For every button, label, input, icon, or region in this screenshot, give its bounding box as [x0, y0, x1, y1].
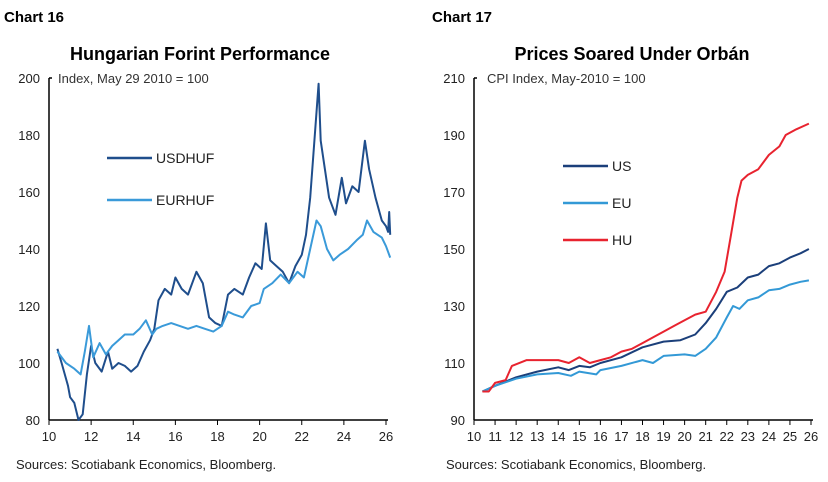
y-tick-label: 130: [443, 299, 465, 314]
chart-16: Chart 16 Hungarian Forint Performance In…: [4, 9, 393, 472]
x-tick-label: 13: [530, 429, 544, 444]
x-tick-label: 20: [252, 429, 266, 444]
x-tick-label: 24: [762, 429, 776, 444]
x-tick-label: 22: [295, 429, 309, 444]
y-tick-label: 90: [451, 413, 465, 428]
x-tick-label: 20: [677, 429, 691, 444]
chart-subtitle: Index, May 29 2010 = 100: [58, 71, 209, 86]
series-line-eurhuf: [56, 219, 392, 376]
x-tick-label: 14: [126, 429, 140, 444]
chart-source: Sources: Scotiabank Economics, Bloomberg…: [446, 457, 706, 472]
y-tick-label: 160: [18, 185, 40, 200]
chart-header: Chart 16: [4, 9, 64, 26]
x-tick-label: 26: [379, 429, 393, 444]
x-tick-label: 18: [210, 429, 224, 444]
x-tick-label: 10: [467, 429, 481, 444]
x-tick-label: 16: [593, 429, 607, 444]
y-tick-label: 100: [18, 356, 40, 371]
x-tick-label: 11: [488, 429, 502, 444]
legend-label: HU: [612, 232, 632, 248]
x-tick-label: 14: [551, 429, 565, 444]
x-tick-label: 23: [741, 429, 755, 444]
x-tick-label: 21: [698, 429, 712, 444]
y-tick-label: 120: [18, 299, 40, 314]
x-tick-label: 25: [783, 429, 797, 444]
x-tick-label: 15: [572, 429, 586, 444]
chart-header: Chart 17: [432, 9, 492, 26]
y-tick-label: 150: [443, 242, 465, 257]
chart-subtitle: CPI Index, May-2010 = 100: [487, 71, 646, 86]
y-tick-label: 140: [18, 242, 40, 257]
y-tick-label: 170: [443, 185, 465, 200]
y-tick-label: 190: [443, 128, 465, 143]
legend-label: EURHUF: [156, 192, 214, 208]
y-tick-label: 180: [18, 128, 40, 143]
chart-title: Hungarian Forint Performance: [70, 44, 330, 64]
chart-17: Chart 17 Prices Soared Under Orbán CPI I…: [432, 9, 818, 472]
x-tick-label: 22: [720, 429, 734, 444]
series-line-hu: [482, 122, 810, 393]
series-line-usdhuf: [56, 82, 392, 421]
chart-title: Prices Soared Under Orbán: [514, 44, 749, 64]
y-tick-label: 110: [444, 356, 465, 371]
x-tick-label: 12: [509, 429, 523, 444]
x-tick-label: 19: [656, 429, 670, 444]
x-tick-label: 24: [337, 429, 351, 444]
x-tick-label: 12: [84, 429, 98, 444]
legend-label: EU: [612, 195, 631, 211]
series-line-us: [481, 248, 810, 393]
series-line-eu: [481, 279, 810, 393]
legend-label: USDHUF: [156, 150, 214, 166]
chart-source: Sources: Scotiabank Economics, Bloomberg…: [16, 457, 276, 472]
y-tick-label: 210: [443, 71, 465, 86]
x-tick-label: 10: [42, 429, 56, 444]
x-tick-label: 26: [804, 429, 818, 444]
y-tick-label: 80: [26, 413, 40, 428]
legend-label: US: [612, 158, 631, 174]
x-tick-label: 16: [168, 429, 182, 444]
x-tick-label: 18: [635, 429, 649, 444]
x-tick-label: 17: [614, 429, 628, 444]
y-tick-label: 200: [18, 71, 40, 86]
